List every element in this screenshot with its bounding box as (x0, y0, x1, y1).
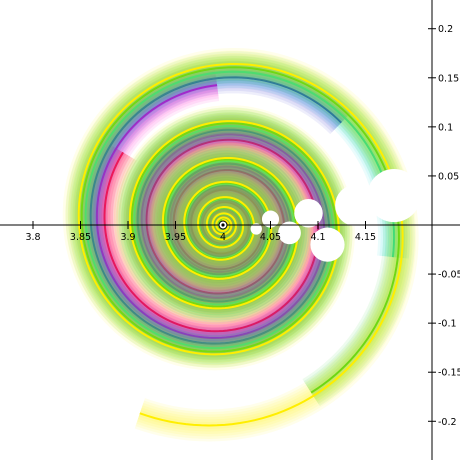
y-tick-label-5: -0.1 (438, 319, 457, 330)
spiral-contours (62, 48, 419, 442)
y-tick-label-2: 0.1 (438, 122, 453, 133)
hole-3 (294, 198, 323, 228)
x-tick-label-0: 3.8 (25, 232, 40, 243)
x-tick-label-7: 4.15 (355, 232, 376, 243)
hole-1 (335, 184, 377, 227)
center-marker-dot (221, 223, 225, 227)
hole-regions (250, 168, 421, 262)
y-tick-label-7: -0.2 (438, 417, 457, 428)
x-tick-label-3: 3.95 (165, 232, 186, 243)
hole-4 (278, 221, 301, 245)
hole-5 (261, 210, 280, 228)
y-tick-label-3: 0.05 (438, 171, 459, 182)
x-tick-label-2: 3.9 (120, 232, 135, 243)
x-tick-label-1: 3.85 (70, 232, 91, 243)
hole-2 (310, 227, 345, 262)
x-tick-label-5: 4.05 (260, 232, 281, 243)
x-tick-label-6: 4.1 (310, 232, 325, 243)
y-tick-label-6: -0.15 (438, 368, 460, 379)
hole-6 (250, 223, 262, 235)
y-tick-label-4: -0.05 (438, 270, 460, 281)
x-tick-label-4: 4 (220, 232, 226, 243)
center-point (218, 220, 228, 230)
hole-0 (367, 168, 421, 223)
y-tick-label-1: 0.15 (438, 73, 459, 84)
y-tick-label-0: 0.2 (438, 24, 453, 35)
